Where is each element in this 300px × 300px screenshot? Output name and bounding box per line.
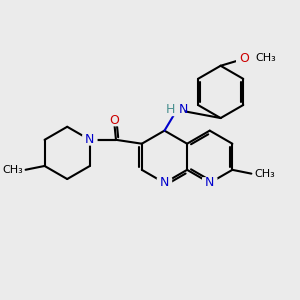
Text: O: O [109,114,119,127]
FancyBboxPatch shape [82,134,98,146]
Text: CH₃: CH₃ [254,169,275,178]
Text: CH₃: CH₃ [2,165,23,175]
FancyBboxPatch shape [157,177,172,189]
FancyBboxPatch shape [164,103,185,116]
Text: N: N [179,103,188,116]
Text: CH₃: CH₃ [255,53,276,63]
Text: H: H [166,103,175,116]
Text: N: N [160,176,169,189]
Text: O: O [239,52,249,65]
Text: N: N [205,176,214,189]
FancyBboxPatch shape [236,52,251,64]
Text: N: N [85,133,94,146]
FancyBboxPatch shape [106,115,122,126]
FancyBboxPatch shape [202,177,218,189]
